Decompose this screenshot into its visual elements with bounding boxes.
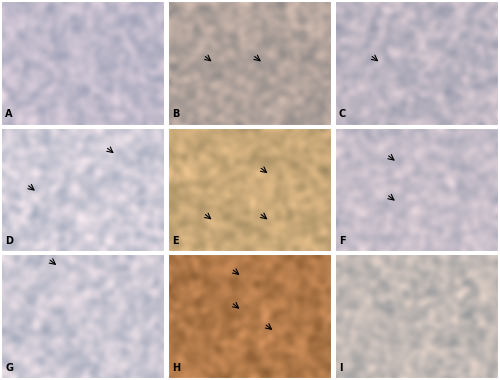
- Text: F: F: [339, 236, 345, 246]
- Text: E: E: [172, 236, 178, 246]
- Text: D: D: [6, 236, 14, 246]
- Text: B: B: [172, 109, 180, 119]
- Text: I: I: [339, 363, 342, 373]
- Text: G: G: [6, 363, 14, 373]
- Text: C: C: [339, 109, 346, 119]
- Text: A: A: [6, 109, 13, 119]
- Text: H: H: [172, 363, 180, 373]
